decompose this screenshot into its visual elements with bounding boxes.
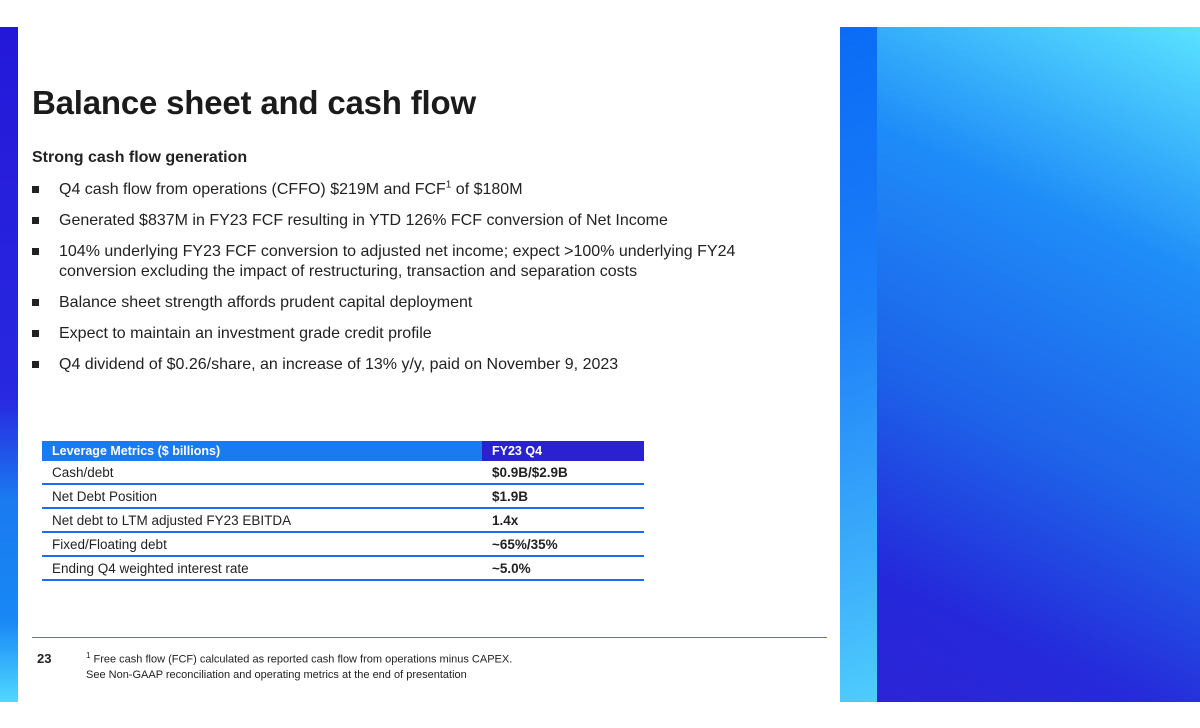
bullet-item: Q4 cash flow from operations (CFFO) $219… [32,180,812,200]
left-accent-bar [0,27,18,702]
table-header-row: Leverage Metrics ($ billions) FY23 Q4 [42,441,644,461]
table-row: Net Debt Position $1.9B [42,484,644,509]
right-decorative-gradient [877,27,1200,702]
footnote-text-1: Free cash flow (FCF) calculated as repor… [90,653,513,666]
bullet-text: Q4 dividend of $0.26/share, an increase … [59,356,619,373]
metric-value: ~5.0% [482,556,644,581]
metric-value: $1.9B [482,484,644,509]
table-row: Net debt to LTM adjusted FY23 EBITDA 1.4… [42,508,644,533]
square-bullet-icon [32,299,39,306]
section-subtitle: Strong cash flow generation [32,149,248,166]
bullet-item: Balance sheet strength affords prudent c… [32,293,812,313]
footnote-line-1: 1 Free cash flow (FCF) calculated as rep… [86,648,512,668]
bullet-item: 104% underlying FY23 FCF conversion to a… [32,242,812,282]
footnote-ref: 1 [445,179,452,191]
metric-value: 1.4x [482,508,644,533]
bullet-list: Q4 cash flow from operations (CFFO) $219… [32,180,812,386]
table-row: Ending Q4 weighted interest rate ~5.0% [42,556,644,581]
metric-label: Cash/debt [42,461,482,485]
footnote: 1 Free cash flow (FCF) calculated as rep… [86,648,512,683]
column-header-metric: Leverage Metrics ($ billions) [42,441,482,461]
square-bullet-icon [32,361,39,368]
bullet-item: Expect to maintain an investment grade c… [32,324,812,344]
metric-value: $0.9B/$2.9B [482,461,644,485]
table-row: Cash/debt $0.9B/$2.9B [42,461,644,485]
metric-label: Net Debt Position [42,484,482,509]
bullet-text-after: of $180M [451,181,523,198]
leverage-metrics-table: Leverage Metrics ($ billions) FY23 Q4 Ca… [42,441,644,581]
metric-label: Ending Q4 weighted interest rate [42,556,482,581]
metric-label: Fixed/Floating debt [42,532,482,557]
table-row: Fixed/Floating debt ~65%/35% [42,532,644,557]
square-bullet-icon [32,330,39,337]
footnote-marker: 1 [86,651,91,660]
column-header-period: FY23 Q4 [482,441,644,461]
page-number: 23 [37,651,52,666]
bullet-item: Generated $837M in FY23 FCF resulting in… [32,211,812,231]
bullet-text: Generated $837M in FY23 FCF resulting in… [59,212,668,229]
metric-value: ~65%/35% [482,532,644,557]
bullet-text: Expect to maintain an investment grade c… [59,325,432,342]
bullet-text: 104% underlying FY23 FCF conversion to a… [59,243,736,280]
footnote-line-2: See Non-GAAP reconciliation and operatin… [86,668,467,681]
square-bullet-icon [32,248,39,255]
page-title: Balance sheet and cash flow [32,84,476,121]
bullet-text: Balance sheet strength affords prudent c… [59,294,473,311]
square-bullet-icon [32,186,39,193]
metric-label: Net debt to LTM adjusted FY23 EBITDA [42,508,482,533]
square-bullet-icon [32,217,39,224]
bullet-item: Q4 dividend of $0.26/share, an increase … [32,355,812,375]
footer-divider [32,637,827,638]
bullet-text: Q4 cash flow from operations (CFFO) $219… [59,181,446,198]
